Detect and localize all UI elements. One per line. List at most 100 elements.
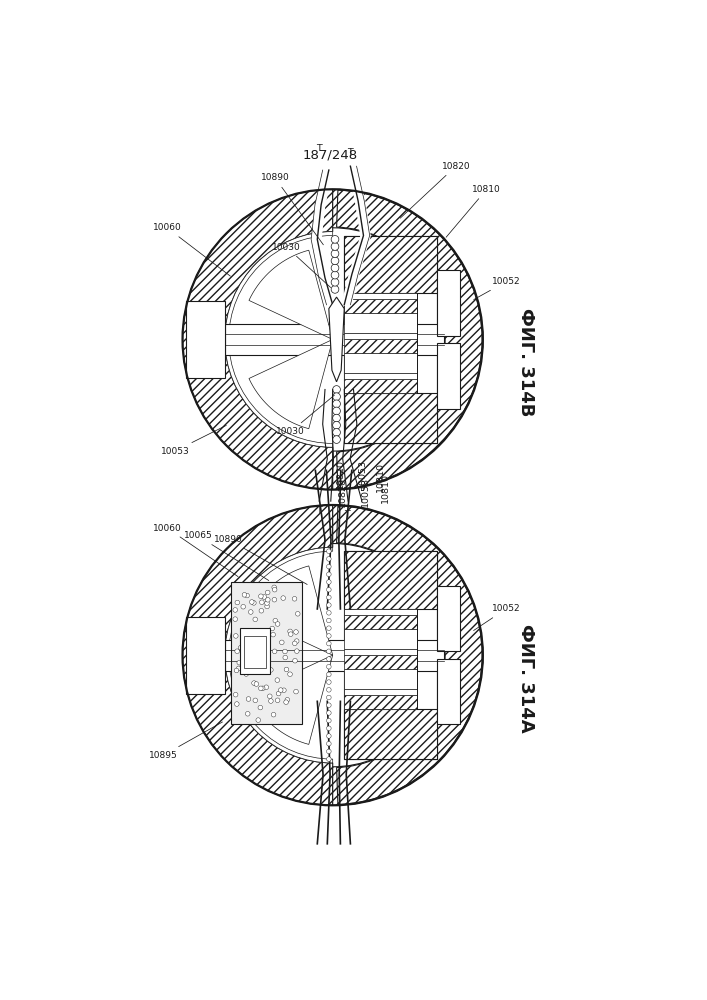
- Circle shape: [264, 685, 269, 690]
- Circle shape: [275, 622, 280, 626]
- Circle shape: [288, 672, 292, 677]
- Circle shape: [327, 572, 331, 577]
- Circle shape: [266, 597, 270, 602]
- Text: 10810: 10810: [380, 473, 390, 503]
- Circle shape: [293, 689, 298, 694]
- Circle shape: [259, 686, 263, 691]
- Circle shape: [331, 271, 339, 279]
- Polygon shape: [249, 339, 333, 429]
- Bar: [344, 609, 417, 615]
- Wedge shape: [333, 505, 483, 805]
- Circle shape: [267, 694, 272, 699]
- Circle shape: [241, 604, 245, 609]
- Circle shape: [259, 594, 263, 599]
- Bar: [187, 301, 225, 378]
- Circle shape: [327, 680, 331, 684]
- Text: T: T: [344, 510, 349, 519]
- Bar: [187, 617, 225, 694]
- Circle shape: [238, 645, 243, 650]
- Circle shape: [333, 386, 340, 393]
- Polygon shape: [249, 655, 333, 744]
- Circle shape: [245, 669, 250, 674]
- Text: T: T: [346, 148, 353, 157]
- Circle shape: [327, 595, 331, 600]
- Circle shape: [327, 641, 331, 646]
- Circle shape: [253, 617, 257, 622]
- Bar: [344, 379, 417, 393]
- Circle shape: [327, 757, 331, 761]
- Circle shape: [285, 697, 290, 702]
- Wedge shape: [333, 189, 483, 490]
- Circle shape: [273, 618, 278, 623]
- Circle shape: [283, 655, 288, 660]
- Bar: [437, 343, 460, 409]
- Wedge shape: [225, 547, 333, 763]
- Circle shape: [327, 626, 331, 631]
- Wedge shape: [182, 189, 333, 490]
- Circle shape: [233, 617, 238, 621]
- Circle shape: [236, 666, 241, 671]
- Circle shape: [281, 688, 286, 693]
- Circle shape: [327, 610, 331, 615]
- Circle shape: [327, 711, 331, 715]
- Circle shape: [327, 580, 331, 584]
- Bar: [244, 636, 266, 668]
- Circle shape: [279, 688, 283, 692]
- Bar: [344, 339, 417, 353]
- Circle shape: [333, 436, 340, 443]
- Circle shape: [276, 691, 281, 696]
- Circle shape: [327, 718, 331, 723]
- Circle shape: [246, 697, 251, 701]
- Bar: [344, 353, 417, 373]
- Circle shape: [295, 649, 299, 653]
- Circle shape: [249, 658, 253, 663]
- Circle shape: [272, 587, 277, 592]
- Bar: [344, 649, 417, 655]
- Bar: [344, 393, 437, 443]
- Circle shape: [327, 649, 331, 654]
- Circle shape: [293, 658, 298, 663]
- Bar: [437, 586, 460, 651]
- Circle shape: [327, 564, 331, 569]
- Text: 10820: 10820: [400, 162, 470, 218]
- Text: 10030: 10030: [272, 243, 331, 288]
- Bar: [344, 669, 417, 689]
- Text: T: T: [316, 506, 322, 515]
- Circle shape: [265, 590, 270, 595]
- Bar: [437, 270, 460, 336]
- Circle shape: [262, 595, 267, 599]
- Circle shape: [284, 700, 288, 704]
- Bar: [344, 293, 417, 299]
- Wedge shape: [337, 190, 482, 489]
- Bar: [344, 689, 417, 695]
- Text: ФИГ. 314B: ФИГ. 314B: [517, 308, 534, 417]
- Text: 10890: 10890: [214, 535, 307, 584]
- Circle shape: [327, 549, 331, 554]
- Circle shape: [245, 593, 250, 598]
- Circle shape: [327, 657, 331, 661]
- Circle shape: [272, 597, 276, 602]
- Circle shape: [256, 718, 261, 722]
- Circle shape: [327, 695, 331, 700]
- Text: ФИГ. 314A: ФИГ. 314A: [517, 624, 534, 733]
- Text: 10820: 10820: [337, 477, 346, 507]
- Text: 10065: 10065: [184, 531, 269, 581]
- Circle shape: [331, 278, 339, 286]
- Circle shape: [254, 665, 258, 669]
- Bar: [225, 640, 444, 671]
- Circle shape: [284, 667, 288, 672]
- Circle shape: [279, 640, 284, 645]
- Circle shape: [259, 600, 264, 605]
- Text: 10030: 10030: [276, 395, 334, 436]
- Circle shape: [235, 702, 239, 706]
- Circle shape: [260, 686, 265, 691]
- Bar: [344, 299, 417, 313]
- Circle shape: [293, 641, 297, 646]
- Circle shape: [283, 649, 287, 654]
- Circle shape: [331, 257, 339, 265]
- Circle shape: [255, 638, 260, 642]
- Circle shape: [272, 585, 276, 590]
- Circle shape: [255, 648, 259, 653]
- Wedge shape: [182, 505, 333, 805]
- Circle shape: [275, 678, 280, 682]
